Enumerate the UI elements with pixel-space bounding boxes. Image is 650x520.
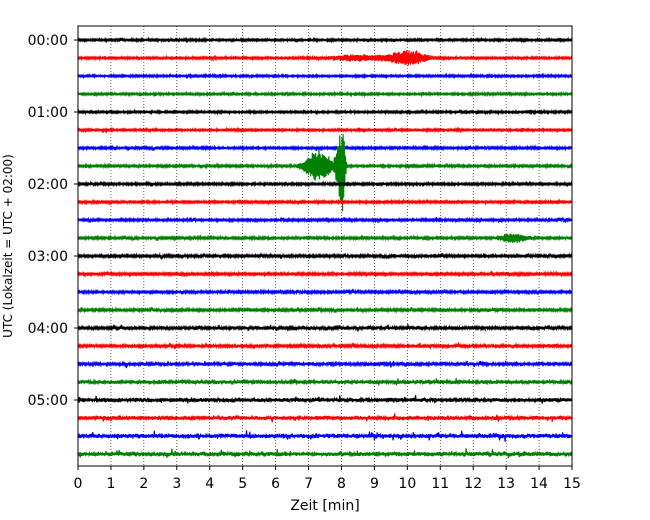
x-tick-label: 4 (205, 476, 214, 492)
x-tick-label: 8 (337, 476, 346, 492)
x-axis-label: Zeit [min] (290, 498, 359, 514)
y-axis-label: UTC (Lokalzeit = UTC + 02:00) (1, 154, 15, 338)
x-tick-label: 9 (370, 476, 379, 492)
x-tick-label: 3 (172, 476, 181, 492)
plot-frame (77, 25, 573, 467)
trace-line (77, 49, 573, 66)
trace-line (77, 342, 573, 350)
trace-line (77, 288, 573, 296)
trace-line (77, 324, 573, 332)
trace-line (77, 233, 573, 244)
trace-line (77, 448, 573, 459)
trace-line (77, 180, 573, 188)
trace-line (77, 413, 573, 423)
trace-line (77, 252, 573, 260)
trace-line (77, 270, 573, 278)
trace-line (77, 360, 573, 369)
x-tick-label: 10 (398, 476, 416, 492)
x-axis: 0 1 2 3 4 5 6 7 8 9 10 11 12 13 14 15 (74, 466, 581, 492)
y-tick-label: 04:00 (28, 321, 68, 337)
x-tick-label: 15 (563, 476, 581, 492)
trace-line (77, 108, 573, 116)
x-tick-label: 11 (431, 476, 449, 492)
x-tick-label: 1 (106, 476, 115, 492)
y-tick-label: 00:00 (28, 33, 68, 49)
x-tick-label: 7 (304, 476, 313, 492)
x-tick-label: 6 (271, 476, 280, 492)
trace-line (77, 378, 573, 386)
trace-line (77, 216, 573, 224)
trace-line (77, 430, 573, 442)
trace-line (77, 198, 573, 206)
trace-line (77, 144, 573, 152)
trace-line (77, 126, 573, 134)
x-tick-label: 5 (238, 476, 247, 492)
grid-lines (110, 26, 540, 466)
y-tick-label: 02:00 (28, 177, 68, 193)
y-axis: 00:00 01:00 02:00 03:00 04:00 05:00 (28, 33, 78, 409)
y-tick-label: 05:00 (28, 393, 68, 409)
x-tick-label: 13 (497, 476, 515, 492)
trace-line (77, 36, 573, 44)
trace-line (77, 90, 573, 98)
y-tick-label: 03:00 (28, 249, 68, 265)
y-tick-label: 01:00 (28, 105, 68, 121)
trace-line (77, 395, 573, 404)
x-tick-label: 14 (530, 476, 548, 492)
trace-line (77, 133, 573, 212)
trace-line (77, 72, 573, 80)
x-tick-label: 2 (139, 476, 148, 492)
trace-line (77, 306, 573, 314)
x-tick-label: 0 (74, 476, 83, 492)
x-tick-label: 12 (464, 476, 482, 492)
trace-series (77, 36, 573, 459)
